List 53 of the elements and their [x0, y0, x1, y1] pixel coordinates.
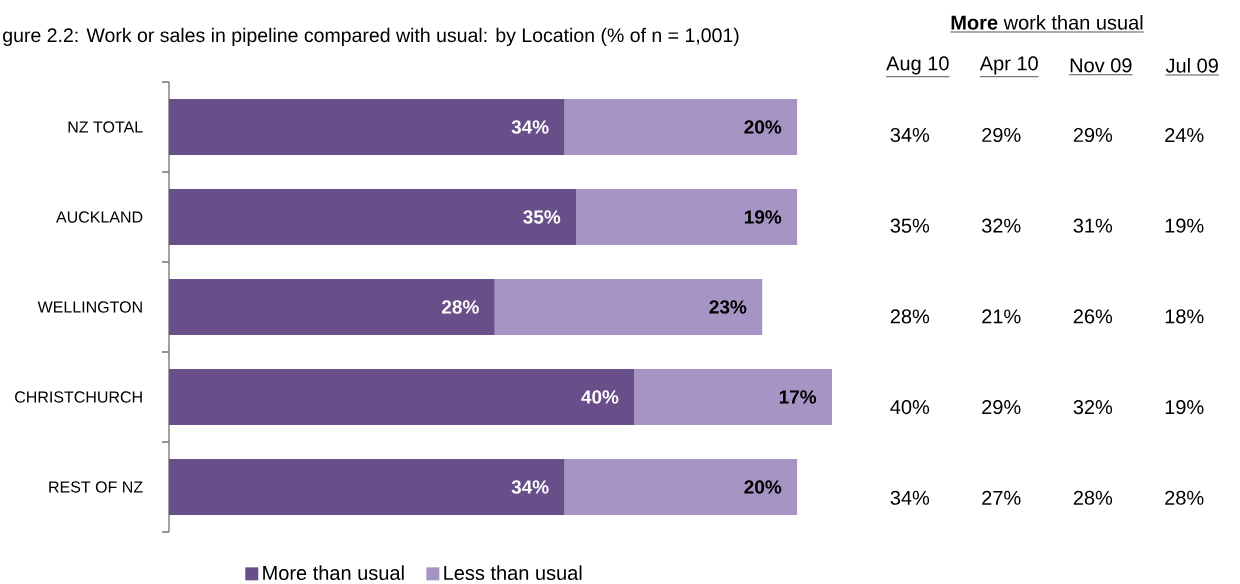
text: 28%	[890, 309, 930, 324]
y-tick-label: AUCKLAND	[56, 211, 143, 223]
legend-label: Less than usual	[444, 565, 582, 581]
legend-label: More than usual	[263, 565, 404, 581]
text: 29%	[982, 127, 1021, 143]
text: 24%	[1165, 127, 1204, 143]
category-label: Aug 10	[886, 56, 949, 75]
text: 40%	[890, 400, 930, 415]
data-label: 28%	[441, 300, 479, 314]
data-label: 34%	[511, 480, 549, 494]
data-label: 23%	[709, 300, 747, 314]
y-tick-label: REST OF NZ	[49, 481, 143, 493]
text: 19%	[1165, 218, 1204, 233]
data-label: 19%	[744, 210, 782, 224]
text: 26%	[1073, 309, 1113, 324]
y-tick-label: WELLINGTON	[37, 301, 142, 313]
bar	[494, 279, 763, 335]
data-label: 20%	[744, 480, 782, 494]
text: 18%	[1165, 309, 1204, 324]
bar	[634, 369, 832, 425]
text: 29%	[982, 400, 1021, 415]
text: 34%	[890, 127, 930, 143]
y-tick-label: NZ TOTAL	[68, 121, 143, 133]
text: 21%	[982, 309, 1021, 324]
category-label: Jul 09	[1165, 57, 1218, 73]
text: 34%	[890, 490, 930, 505]
category-label: Apr 10	[979, 56, 1038, 75]
y-tick-label: CHRISTCHURCH	[15, 391, 142, 403]
data-label: 17%	[779, 390, 817, 404]
chart-title: gure 2.2: Work or sales in pipeline compared with usual: by Location (% of n = 1,001)	[3, 27, 739, 46]
text: 19%	[1165, 400, 1204, 415]
bar	[564, 99, 798, 155]
data-label: 20%	[744, 120, 782, 134]
data-label: 35%	[523, 210, 561, 224]
bar	[169, 189, 577, 245]
text: More work than usual	[951, 14, 1143, 30]
text: 28%	[1073, 490, 1113, 505]
data-label: 34%	[511, 120, 549, 134]
text: 29%	[1073, 127, 1113, 143]
bar	[564, 459, 798, 515]
category-label: Nov 09	[1070, 58, 1132, 73]
text: 32%	[981, 218, 1021, 233]
text: 28%	[1165, 490, 1204, 505]
text: 31%	[1073, 218, 1113, 233]
text: 35%	[890, 218, 930, 233]
bar	[169, 279, 495, 335]
bar	[169, 369, 635, 425]
bar	[169, 99, 565, 155]
text: 32%	[1073, 400, 1113, 415]
bar	[576, 189, 798, 245]
text: 27%	[982, 490, 1021, 505]
data-label: 40%	[581, 390, 619, 404]
bar	[169, 459, 565, 515]
